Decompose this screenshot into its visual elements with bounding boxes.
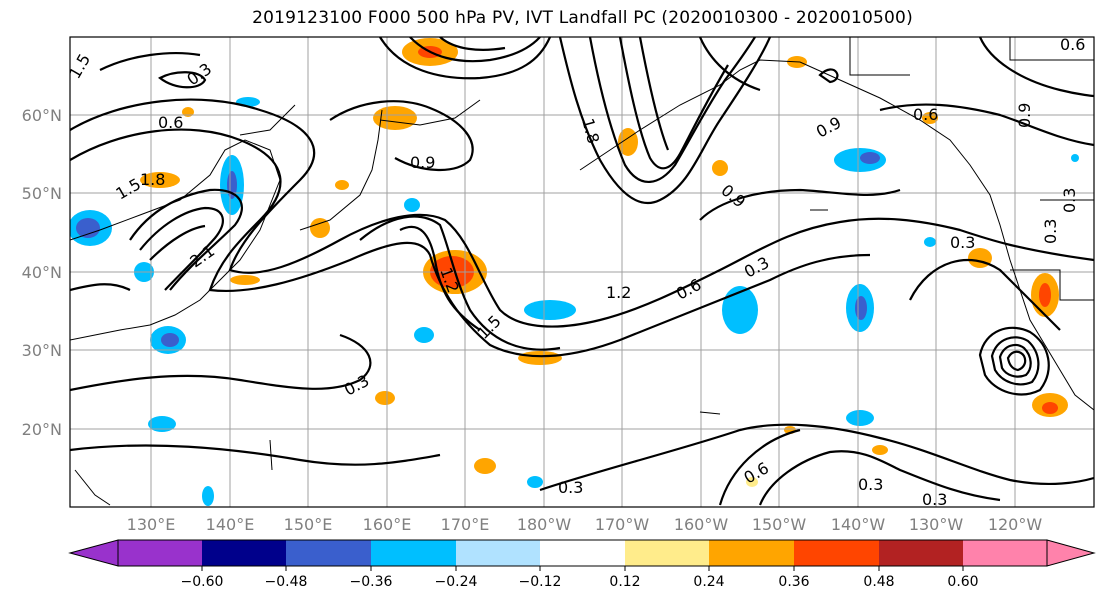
lon-label: 140°E [206, 515, 255, 534]
contour-label: 0.6 [158, 113, 183, 132]
colorbar: −0.60 −0.48 −0.36 −0.24 −0.12 0.12 0.24 … [68, 539, 1096, 590]
contour-label: 0.3 [922, 490, 947, 509]
contour-label: 0.3 [858, 475, 883, 494]
lon-label: 140°W [831, 515, 886, 534]
lat-label: 40°N [22, 263, 62, 282]
colorbar-swatch [963, 540, 1047, 566]
contour-label: 0.3 [950, 233, 975, 252]
colorbar-tick-label: 0.36 [778, 574, 809, 590]
latitude-labels: 60°N 50°N 40°N 30°N 20°N [22, 106, 62, 439]
contour-label: 0.3 [1041, 219, 1060, 244]
colorbar-tick-label: 0.60 [947, 574, 978, 590]
colorbar-tick-label: −0.36 [350, 574, 393, 590]
contour-label: 0.3 [1060, 188, 1079, 213]
colorbar-frame [117, 539, 1048, 567]
colorbar-swatch [879, 540, 963, 566]
pv-contours [70, 37, 1094, 506]
colorbar-tick-label: 0.24 [693, 574, 724, 590]
colorbar-tick-label: 0.48 [863, 574, 894, 590]
colorbar-swatch [540, 540, 625, 566]
contour-label: 0.9 [410, 153, 435, 172]
lon-label: 120°W [988, 515, 1043, 534]
lon-label: 170°W [595, 515, 650, 534]
colorbar-tick-label: −0.48 [265, 574, 308, 590]
contour-label: 1.8 [140, 170, 165, 189]
colorbar-swatch [371, 540, 456, 566]
lat-label: 30°N [22, 341, 62, 360]
colorbar-swatch [456, 540, 540, 566]
lon-label: 130°E [127, 515, 176, 534]
contour-label: 0.6 [913, 105, 938, 124]
contour-label: 0.6 [1060, 35, 1085, 54]
lat-label: 20°N [22, 420, 62, 439]
colorbar-tick-label: −0.60 [181, 574, 224, 590]
colorbar-tick-label: 0.12 [609, 574, 640, 590]
contour-label: 1.2 [606, 283, 631, 302]
map-frame [69, 36, 1095, 508]
lat-label: 60°N [22, 106, 62, 125]
colorbar-extend-high [1046, 539, 1096, 567]
lon-label: 150°W [752, 515, 807, 534]
colorbar-swatch [118, 540, 202, 566]
contour-label: 0.9 [1015, 103, 1034, 128]
map-title: 2019123100 F000 500 hPa PV, IVT Landfall… [252, 8, 913, 28]
colorbar-extend-low [68, 539, 119, 567]
longitude-labels: 130°E 140°E 150°E 160°E 170°E 180°W 170°… [127, 515, 1043, 534]
colorbar-swatch [202, 540, 286, 566]
lon-label: 160°W [674, 515, 729, 534]
lat-label: 50°N [22, 184, 62, 203]
colorbar-swatch [709, 540, 794, 566]
colorbar-swatch [286, 540, 371, 566]
lon-label: 160°E [363, 515, 412, 534]
lon-label: 180°W [517, 515, 572, 534]
lon-label: 130°W [909, 515, 964, 534]
lon-label: 150°E [284, 515, 333, 534]
lon-label: 170°E [441, 515, 490, 534]
colorbar-tick-label: −0.12 [519, 574, 562, 590]
colorbar-swatch [625, 540, 709, 566]
contour-label: 0.3 [558, 478, 583, 497]
colorbar-swatch [794, 540, 879, 566]
colorbar-tick-label: −0.24 [435, 574, 478, 590]
